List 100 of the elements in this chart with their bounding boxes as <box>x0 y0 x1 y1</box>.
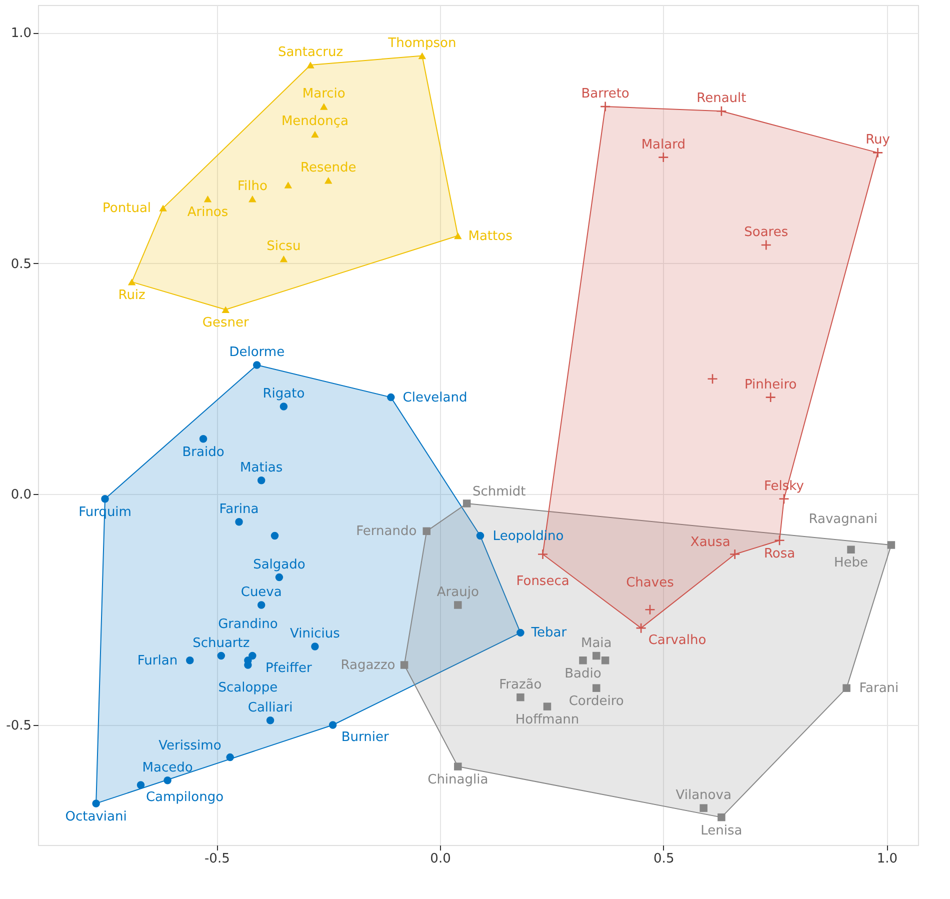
point <box>454 601 462 609</box>
point <box>601 656 610 664</box>
point <box>579 656 587 664</box>
point <box>164 776 172 784</box>
annotation: Soares <box>744 225 788 240</box>
y-tick-label: -0.5 <box>6 718 32 734</box>
annotation: Pinheiro <box>744 377 797 392</box>
annotation: Marcio <box>302 86 346 102</box>
annotation: Fonseca <box>516 574 570 590</box>
point <box>454 232 462 240</box>
point <box>658 152 669 163</box>
annotation: Rosa <box>764 546 796 562</box>
point <box>847 546 855 554</box>
point <box>248 652 256 660</box>
annotation: Hebe <box>834 556 868 571</box>
point <box>248 195 256 202</box>
point <box>644 604 656 616</box>
annotation: Burnier <box>341 730 390 745</box>
annotation: Grandino <box>218 617 278 632</box>
annotation: Delorme <box>229 345 285 360</box>
annotation: Malard <box>641 137 686 152</box>
annotation: Maia <box>580 636 612 651</box>
annotation: Schmidt <box>472 484 526 500</box>
point <box>592 652 600 660</box>
annotation: Frazão <box>499 677 542 692</box>
point <box>306 62 314 68</box>
annotation: Gesner <box>202 316 250 331</box>
annotation: Furlan <box>137 653 178 668</box>
point <box>235 518 243 526</box>
annotation: Vinicius <box>290 626 340 642</box>
point <box>159 204 167 212</box>
annotation: Fernando <box>356 524 417 540</box>
point <box>636 622 646 634</box>
point <box>253 361 261 369</box>
point <box>718 813 726 822</box>
y-tick-label: 1.0 <box>10 26 32 42</box>
annotation: Farina <box>219 502 259 517</box>
annotation: Tebar <box>530 626 568 641</box>
annotation: Ruy <box>866 132 890 148</box>
point <box>765 392 776 403</box>
point <box>136 781 145 789</box>
point <box>700 804 708 812</box>
annotation: Octaviani <box>65 809 127 824</box>
point <box>311 130 319 138</box>
point <box>760 240 772 250</box>
x-tick-label: -0.5 <box>204 852 230 866</box>
point <box>266 716 274 724</box>
point <box>128 278 136 286</box>
point <box>284 182 292 188</box>
point <box>543 702 552 710</box>
point <box>592 684 600 692</box>
point <box>257 476 266 484</box>
point <box>774 534 785 546</box>
point <box>311 642 319 650</box>
annotation: Ravagnani <box>808 512 878 527</box>
annotation: Mendonça <box>281 114 348 130</box>
annotation: Cordeiro <box>568 694 624 710</box>
point <box>400 661 408 669</box>
annotation: Barreto <box>581 86 630 102</box>
x-tick-label: 0.5 <box>654 852 674 866</box>
point <box>516 628 524 637</box>
annotation: Carvalho <box>648 633 706 648</box>
point <box>204 195 212 202</box>
annotation: Sicsu <box>266 238 301 254</box>
point <box>887 541 896 549</box>
point <box>707 373 718 384</box>
point <box>537 548 548 560</box>
annotation: Schuartz <box>192 636 250 651</box>
annotation: Ragazzo <box>340 658 396 673</box>
point <box>328 721 337 729</box>
point <box>729 548 740 560</box>
point <box>270 532 279 540</box>
annotation: Scaloppe <box>218 680 278 696</box>
x-tick-label: 0.0 <box>430 852 451 866</box>
point <box>600 101 611 112</box>
annotation: Xausa <box>690 535 730 550</box>
annotation: Cueva <box>240 585 282 600</box>
point <box>872 147 884 158</box>
y-tick-label: 0.0 <box>10 488 32 503</box>
annotation: Santacruz <box>278 45 344 60</box>
annotation: Chaves <box>626 576 674 591</box>
point <box>462 500 471 508</box>
point <box>217 652 226 660</box>
annotation: Araujo <box>436 585 479 600</box>
annotation: Farani <box>859 681 899 696</box>
annotation: Verissimo <box>158 738 222 754</box>
point <box>454 762 462 770</box>
point <box>778 493 790 504</box>
point <box>280 402 288 410</box>
point <box>280 255 288 262</box>
annotation: Calliari <box>248 700 293 716</box>
x-tick-label: 1.0 <box>876 852 898 866</box>
annotation: Hoffmann <box>515 712 580 728</box>
point <box>186 656 194 664</box>
y-tick-label: 0.5 <box>10 256 32 272</box>
annotation: Cleveland <box>402 390 468 406</box>
annotation: Chinaglia <box>428 772 488 788</box>
annotation: Pontual <box>102 201 152 216</box>
annotation: Rigato <box>262 386 305 402</box>
annotation: Macedo <box>142 760 193 776</box>
